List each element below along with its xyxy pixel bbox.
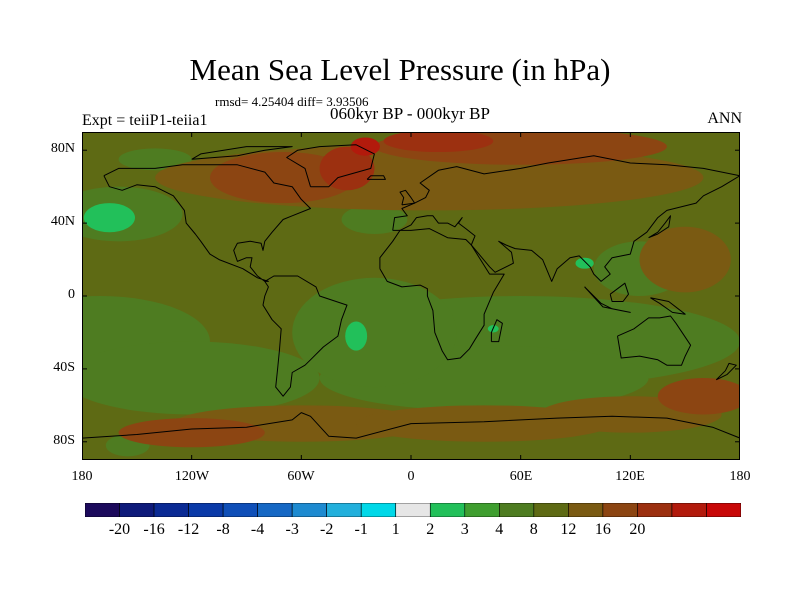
colorbar-label: 3 — [460, 521, 469, 538]
field-region-23 — [319, 146, 375, 191]
colorbar-label: -16 — [143, 521, 165, 538]
coast-britain — [399, 189, 416, 206]
pressure-field — [82, 132, 740, 460]
coast-arctic-islands — [191, 146, 293, 160]
lat-label-40s: 40S — [53, 360, 75, 375]
lat-label-80n: 80N — [50, 141, 75, 156]
colorbar-label: -8 — [216, 521, 230, 538]
colorbar-swatch-3 — [188, 503, 224, 517]
field-region-11 — [345, 321, 368, 351]
colorbar-swatch-9 — [395, 503, 431, 517]
colorbar-swatch-15 — [602, 503, 638, 517]
lon-label-120w: 120W — [174, 469, 210, 484]
coast-japan — [648, 215, 671, 239]
colorbar-label: 4 — [495, 521, 504, 538]
chart-title: Mean Sea Level Pressure (in hPa) — [189, 52, 611, 87]
lon-label-60w: 60W — [287, 469, 315, 484]
colorbar-label: -2 — [320, 521, 334, 538]
colorbar-label: 1 — [391, 521, 400, 538]
experiment-label: Expt = teiiP1-teiia1 — [82, 112, 208, 129]
field-region-4 — [292, 277, 457, 388]
colorbar-label: 2 — [426, 521, 435, 538]
map-plot — [82, 132, 740, 460]
field-region-7 — [341, 204, 408, 235]
axis-ticks — [82, 132, 740, 460]
colorbar-swatch-17 — [671, 503, 707, 517]
colorbar-label: 16 — [594, 521, 611, 538]
colorbar-label: -12 — [177, 521, 200, 538]
coast-south-america — [262, 275, 348, 397]
field-region-19 — [209, 152, 357, 204]
colorbar-label: 12 — [560, 521, 577, 538]
colorbar-swatch-8 — [360, 503, 397, 517]
coast-new-guinea — [650, 297, 686, 315]
colorbar-swatch-2 — [153, 503, 189, 517]
field-region-13 — [575, 257, 594, 269]
field-region-24 — [383, 132, 494, 153]
colorbar — [85, 503, 741, 517]
coast-eurasia — [392, 155, 740, 282]
map-panel — [82, 132, 740, 460]
field-region-22 — [118, 418, 265, 448]
colorbar-swatch-6 — [291, 503, 327, 517]
lon-label-120e: 120E — [615, 469, 645, 484]
coast-greenland — [286, 144, 375, 188]
lat-label-80s: 80S — [53, 433, 75, 448]
coast-new-zealand — [715, 362, 737, 381]
coast-antarctica — [82, 412, 740, 439]
field-region-21 — [657, 378, 740, 415]
coast-indonesia — [584, 286, 631, 313]
colorbar-label: 8 — [529, 521, 538, 538]
coast-australia — [617, 315, 692, 366]
colorbar-swatch-0 — [85, 503, 120, 517]
colorbar-swatch-11 — [464, 503, 500, 517]
coast-iceland — [366, 175, 386, 180]
colorbar-swatch-4 — [222, 503, 258, 517]
colorbar-swatch-16 — [637, 503, 673, 517]
stats-text: rmsd= 4.25404 diff= 3.93506 — [215, 94, 369, 109]
colorbar-label: -4 — [250, 521, 265, 538]
lat-label-0: 0 — [68, 287, 75, 302]
coast-north-america — [103, 164, 311, 282]
lon-label-0: 0 — [407, 469, 415, 484]
lat-label-40n: 40N — [50, 214, 75, 229]
colorbar-swatch-18 — [706, 503, 741, 517]
colorbar-label: -1 — [354, 521, 368, 538]
coast-madagascar — [490, 319, 503, 343]
field-region-25 — [350, 137, 380, 156]
coastline-paths — [82, 144, 740, 439]
chart-subtitle: 060kyr BP - 000kyr BP — [330, 104, 490, 123]
field-region-17 — [639, 226, 731, 293]
colorbar-label: -20 — [108, 521, 131, 538]
coast-borneo — [609, 282, 629, 302]
field-region-2 — [82, 341, 320, 415]
colorbar-swatch-10 — [429, 503, 466, 517]
lon-label-60e: 60E — [509, 469, 533, 484]
field-region-8 — [118, 148, 192, 171]
colorbar-label: -3 — [285, 521, 299, 538]
colorbar-swatch-1 — [119, 503, 155, 517]
colorbar-swatch-14 — [568, 503, 604, 517]
coast-africa-eurasia — [379, 228, 505, 361]
colorbar-swatch-7 — [326, 503, 362, 517]
colorbar-swatch-5 — [257, 503, 293, 517]
field-region-10 — [83, 203, 136, 233]
colorbar-swatch-12 — [499, 503, 535, 517]
colorbar-swatch-13 — [533, 503, 569, 517]
season-label: ANN — [707, 110, 742, 127]
colorbar-label: 20 — [629, 521, 646, 538]
lon-label-180w: 180 — [71, 469, 93, 484]
lon-label-180e: 180 — [729, 469, 751, 484]
